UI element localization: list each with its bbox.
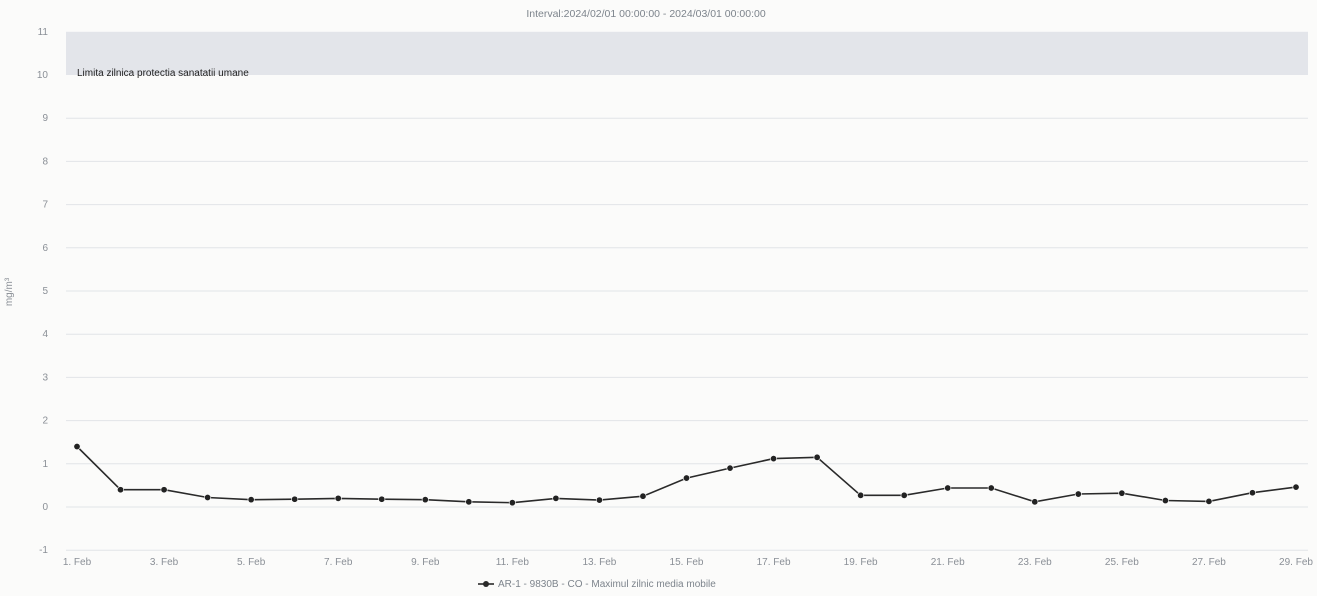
x-tick-label: 11. Feb [496,557,530,568]
data-point[interactable] [944,484,952,492]
data-point[interactable] [1118,489,1126,497]
y-tick-label: 8 [42,156,48,167]
threshold-band [66,31,1308,75]
data-point[interactable] [73,443,81,451]
data-point[interactable] [421,496,429,504]
data-point[interactable] [291,495,299,503]
chart-title: Interval:2024/02/01 00:00:00 - 2024/03/0… [526,8,766,20]
x-tick-label: 1. Feb [63,557,92,568]
y-tick-label: 7 [42,200,48,211]
data-point[interactable] [465,498,473,506]
legend-swatch-marker [483,581,489,587]
x-tick-label: 17. Feb [757,557,791,568]
data-point[interactable] [726,464,734,472]
data-point[interactable] [900,491,908,499]
data-point[interactable] [1161,497,1169,505]
data-point[interactable] [682,474,690,482]
data-point[interactable] [204,493,212,501]
x-tick-label: 25. Feb [1105,557,1139,568]
y-tick-label: 3 [42,372,48,383]
data-point[interactable] [247,496,255,504]
x-tick-label: 13. Feb [582,557,616,568]
data-point[interactable] [1248,489,1256,497]
x-tick-label: 3. Feb [150,557,179,568]
x-tick-label: 5. Feb [237,557,266,568]
data-point[interactable] [378,495,386,503]
series-group [73,443,1300,507]
threshold-band-group: Limita zilnica protectia sanatatii umane [66,31,1308,79]
y-tick-label: 4 [42,329,48,340]
data-point[interactable] [857,491,865,499]
data-point[interactable] [1292,483,1300,491]
data-point[interactable] [334,494,342,502]
x-axis-ticks: 1. Feb 3. Feb 5. Feb 7. Feb 9. Feb 11. Feb 13.… [63,557,1314,568]
data-point[interactable] [160,486,168,494]
y-tick-label: 0 [42,502,48,513]
x-tick-label: 27. Feb [1192,557,1226,568]
y-tick-label: 9 [42,113,48,124]
data-point[interactable] [1074,490,1082,498]
y-tick-label: 11 [38,27,49,38]
x-tick-label: 23. Feb [1018,557,1052,568]
y-tick-label: 1 [42,459,48,470]
threshold-band-label: Limita zilnica protectia sanatatii umane [77,68,249,79]
y-tick-label: 5 [42,286,48,297]
legend[interactable]: AR-1 - 9830B - CO - Maximul zilnic media… [478,579,716,590]
grid [66,117,1308,551]
legend-label: AR-1 - 9830B - CO - Maximul zilnic media… [498,579,716,590]
y-tick-label: 10 [37,70,49,81]
data-point[interactable] [595,496,603,504]
x-tick-label: 15. Feb [670,557,704,568]
x-tick-label: 9. Feb [411,557,440,568]
data-point[interactable] [117,486,125,494]
data-point[interactable] [813,453,821,461]
y-tick-label: -1 [39,545,48,556]
data-point[interactable] [508,499,516,507]
x-tick-label: 19. Feb [844,557,878,568]
data-point[interactable] [552,494,560,502]
y-axis-label: mg/m³ [4,277,15,306]
data-point[interactable] [770,455,778,463]
y-tick-label: 6 [42,243,48,254]
data-point[interactable] [639,492,647,500]
y-axis-ticks: -1 0 1 2 3 4 5 6 7 8 9 10 11 [37,27,49,556]
data-point[interactable] [987,484,995,492]
data-point[interactable] [1205,497,1213,505]
x-tick-label: 21. Feb [931,557,965,568]
x-tick-label: 29. Feb [1279,557,1313,568]
y-tick-label: 2 [42,416,48,427]
data-point[interactable] [1031,498,1039,506]
x-tick-label: 7. Feb [324,557,353,568]
